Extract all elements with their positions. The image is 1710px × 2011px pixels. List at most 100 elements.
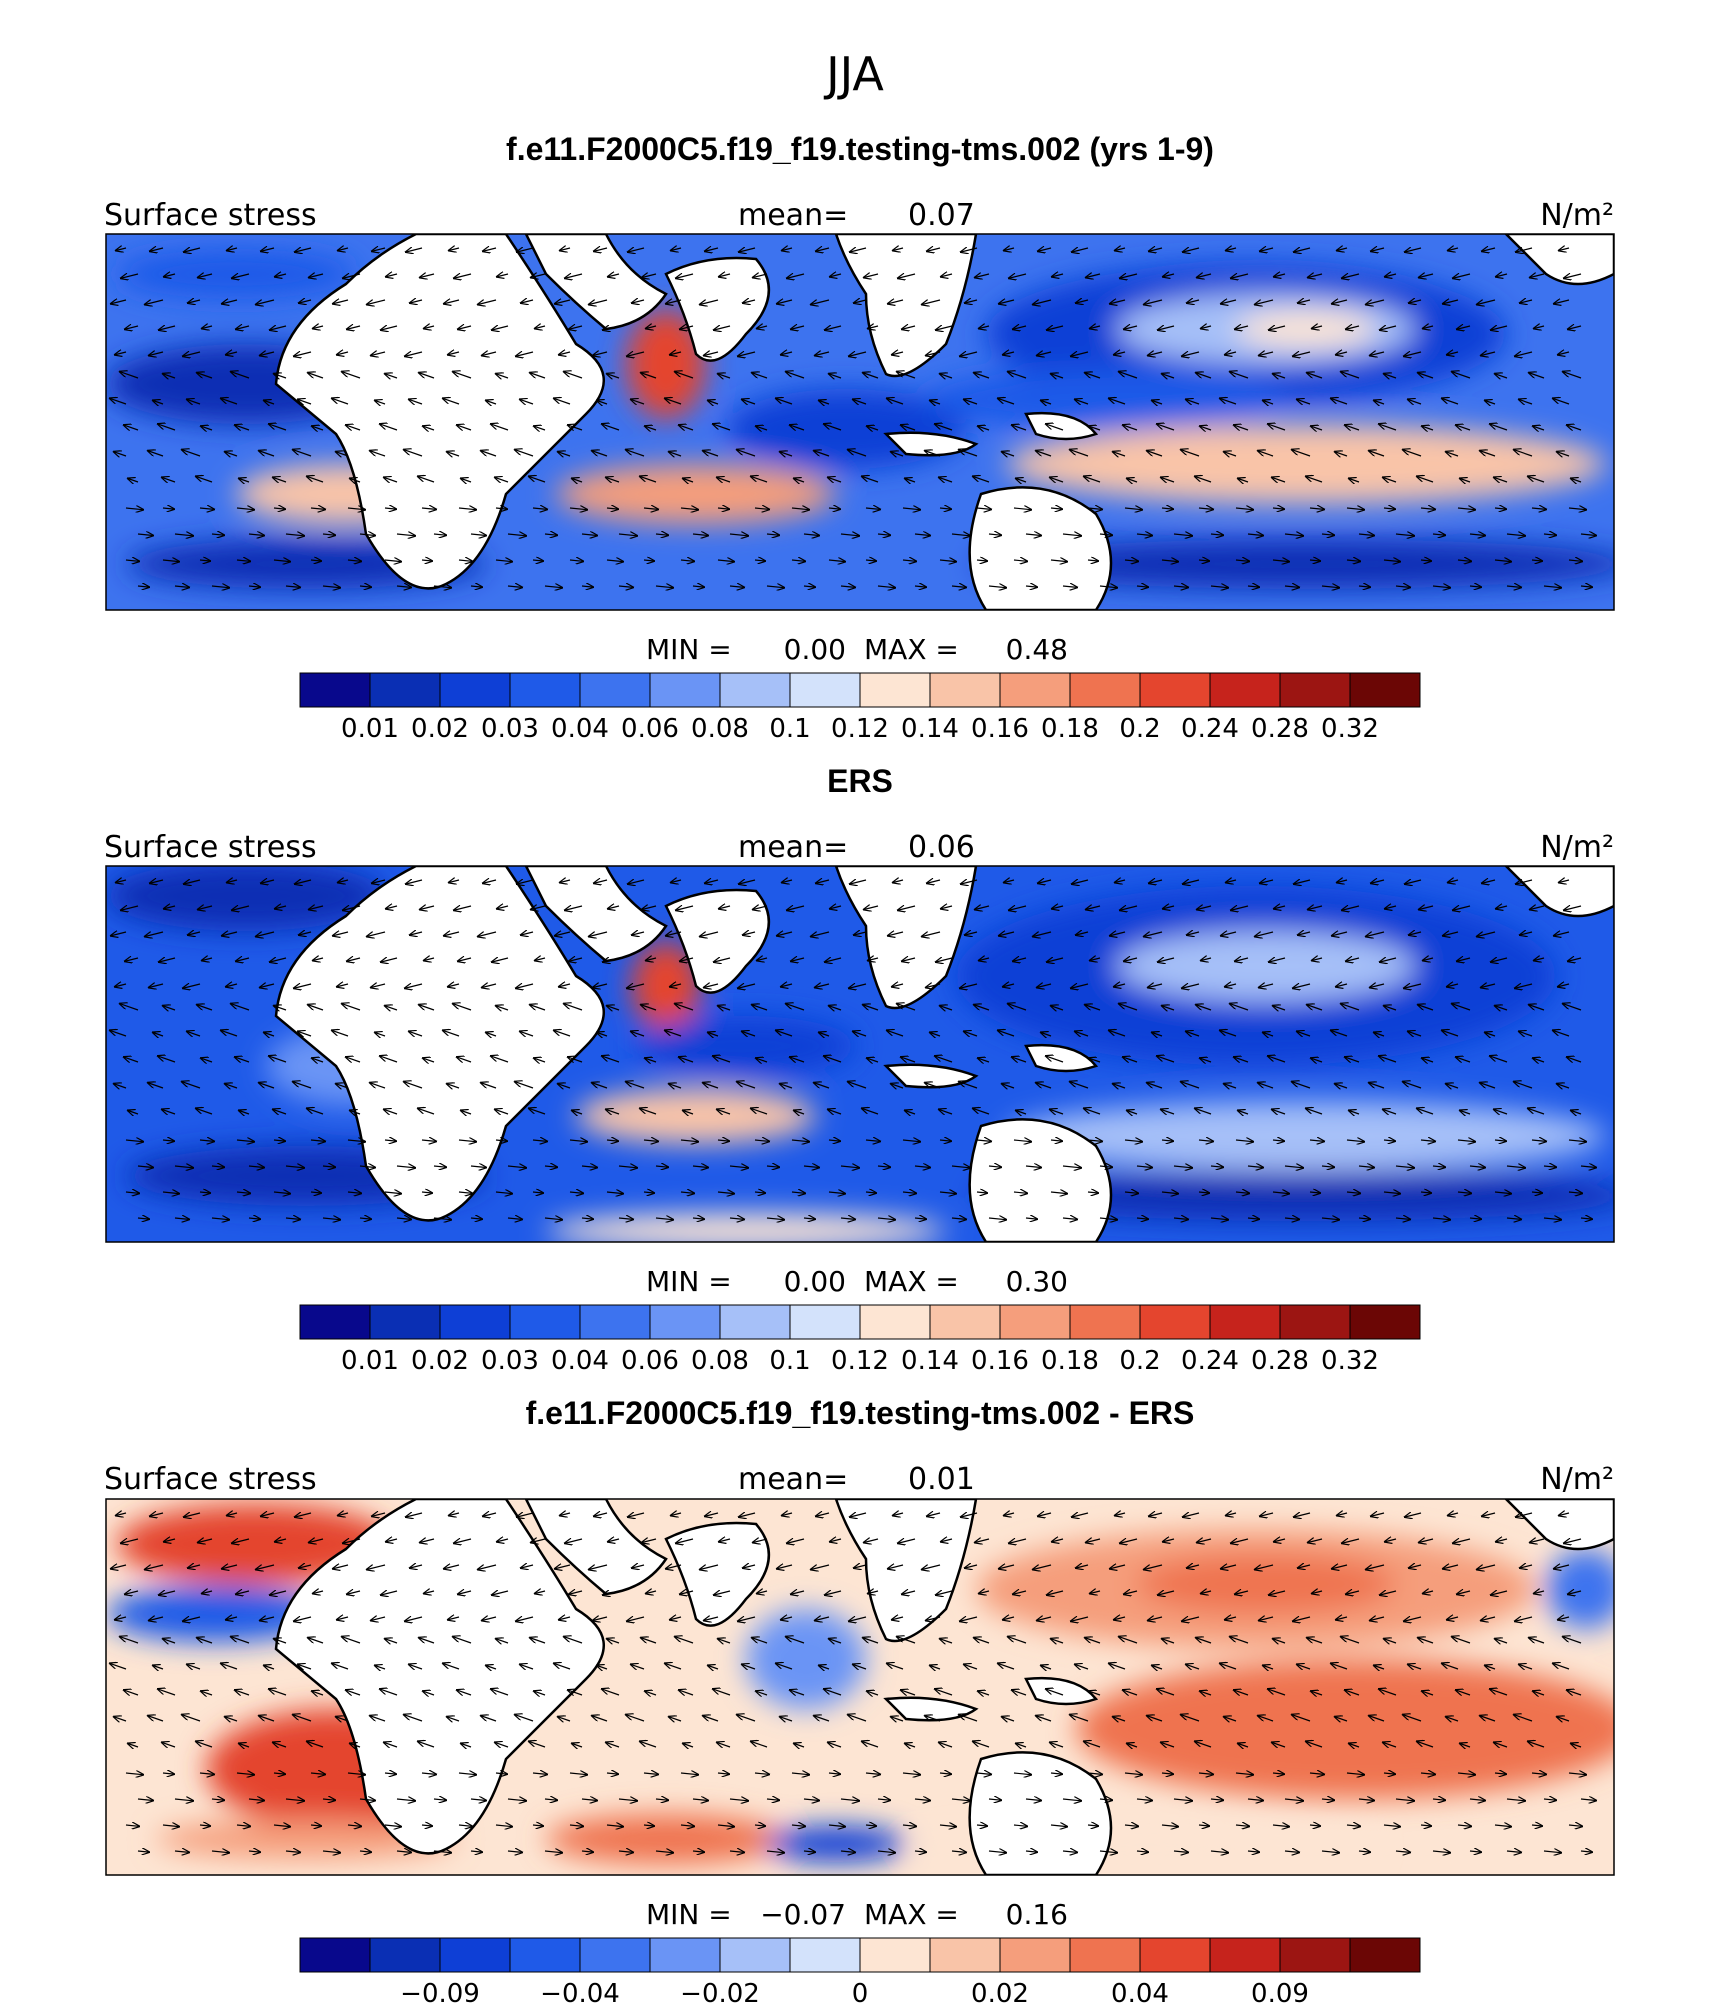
- field-label: Surface stress: [104, 198, 317, 233]
- colorbar-swatch: [509, 672, 581, 708]
- colorbar-tick-label: 0.08: [691, 714, 749, 744]
- colorbar-tick-label: 0.04: [551, 1346, 609, 1376]
- mean-value: 0.06: [908, 830, 975, 865]
- colorbar-tick-label: 0.08: [691, 1346, 749, 1376]
- colorbar-swatch: [719, 1304, 791, 1340]
- map-frame: [105, 1498, 1615, 1876]
- colorbar-swatch: [1279, 672, 1351, 708]
- min-value: 0.00: [784, 633, 846, 666]
- units-label: N/m²: [1540, 830, 1614, 865]
- colorbar-swatch: [1209, 1304, 1281, 1340]
- colorbar-tick-label: 0.04: [551, 714, 609, 744]
- panel-title: f.e11.F2000C5.f19_f19.testing-tms.002 (y…: [506, 131, 1214, 167]
- field-label: Surface stress: [104, 830, 317, 865]
- colorbar-swatch: [719, 672, 791, 708]
- colorbar-tick-label: 0.02: [411, 1346, 469, 1376]
- panel-title: ERS: [827, 763, 893, 799]
- max-label: MAX =: [864, 1265, 959, 1298]
- colorbar-tick-label: 0.03: [481, 1346, 539, 1376]
- map-frame: [105, 865, 1615, 1243]
- colorbar-swatch: [789, 672, 861, 708]
- colorbar-swatch: [999, 1937, 1071, 1973]
- colorbar-tick-label: 0.02: [971, 1979, 1029, 2009]
- colorbar-tick-label: 0.16: [971, 1346, 1029, 1376]
- colorbar-tick-label: −0.02: [680, 1979, 760, 2009]
- colorbar-swatch: [1349, 672, 1421, 708]
- vector-arrows: [110, 248, 1596, 588]
- colorbar-swatch: [369, 1937, 441, 1973]
- mean-label: mean=: [738, 1462, 848, 1497]
- colorbar-swatch: [299, 672, 371, 708]
- colorbar-swatch: [1069, 672, 1141, 708]
- max-value: 0.30: [1006, 1265, 1068, 1298]
- colorbar-swatch: [1279, 1304, 1351, 1340]
- colorbar-tick-label: 0.06: [621, 1346, 679, 1376]
- colorbar-swatch: [1209, 672, 1281, 708]
- colorbar-swatch: [649, 1937, 721, 1973]
- colorbar-swatch: [999, 1304, 1071, 1340]
- colorbar-tick-label: 0.06: [621, 714, 679, 744]
- colorbar-swatch: [579, 1304, 651, 1340]
- mean-value: 0.07: [908, 198, 975, 233]
- units-label: N/m²: [1540, 1462, 1614, 1497]
- min-label: MIN =: [646, 1265, 732, 1298]
- colorbar-swatch: [369, 1304, 441, 1340]
- colorbar-swatch: [439, 1937, 511, 1973]
- colorbar-tick-label: 0.03: [481, 714, 539, 744]
- colorbar: −0.09 −0.04 −0.02 0 0.02 0.04 0.09: [299, 1937, 1421, 2009]
- colorbar-swatch: [929, 672, 1001, 708]
- colorbar-swatch: [1139, 1304, 1211, 1340]
- panel-1: f.e11.F2000C5.f19_f19.testing-tms.002 (y…: [104, 131, 1615, 744]
- colorbar-swatch: [1069, 1937, 1141, 1973]
- colorbar-swatch: [1139, 1937, 1211, 1973]
- panel-3: f.e11.F2000C5.f19_f19.testing-tms.002 - …: [104, 1395, 1615, 2009]
- map-frame: [105, 233, 1615, 611]
- colorbar-tick-label: 0.12: [831, 1346, 889, 1376]
- colorbar-swatch: [859, 1304, 931, 1340]
- colorbar: 0.01 0.02 0.03 0.04 0.06 0.08 0.1 0.12 0.14 0.16 0…: [299, 1304, 1421, 1376]
- map-area: [106, 234, 1614, 610]
- units-label: N/m²: [1540, 198, 1614, 233]
- colorbar-swatch: [859, 672, 931, 708]
- colorbar-tick-label: 0.1: [769, 714, 810, 744]
- season-title: JJA: [823, 47, 884, 101]
- min-label: MIN =: [646, 1898, 732, 1931]
- colorbar-tick-label: 0.04: [1111, 1979, 1169, 2009]
- colorbar-tick-label: 0.09: [1251, 1979, 1309, 2009]
- panel-title: f.e11.F2000C5.f19_f19.testing-tms.002 - …: [526, 1395, 1195, 1431]
- mean-label: mean=: [738, 198, 848, 233]
- colorbar-swatch: [509, 1304, 581, 1340]
- colorbar-swatch: [859, 1937, 931, 1973]
- colorbar-swatch: [299, 1937, 371, 1973]
- colorbar-swatch: [719, 1937, 791, 1973]
- colorbar-tick-label: 0.2: [1119, 714, 1160, 744]
- colorbar-tick-label: 0.1: [769, 1346, 810, 1376]
- colorbar-swatch: [789, 1937, 861, 1973]
- vector-arrows: [110, 1513, 1596, 1853]
- colorbar-swatch: [579, 1937, 651, 1973]
- colorbar-tick-label: 0.24: [1181, 1346, 1239, 1376]
- colorbar-swatch: [1209, 1937, 1281, 1973]
- colorbar-swatch: [369, 672, 441, 708]
- colorbar-tick-label: 0.28: [1251, 714, 1309, 744]
- panel-2: ERS Surface stress mean= 0.06 N/m² MIN = 0.00 M…: [104, 763, 1615, 1376]
- colorbar-tick-label: 0.16: [971, 714, 1029, 744]
- colorbar: 0.01 0.02 0.03 0.04 0.06 0.08 0.1 0.12 0.14 0.16 0…: [299, 672, 1421, 744]
- colorbar-swatch: [299, 1304, 371, 1340]
- vector-arrows: [110, 880, 1596, 1220]
- colorbar-swatch: [1349, 1304, 1421, 1340]
- colorbar-swatch: [649, 672, 721, 708]
- colorbar-swatch: [1069, 1304, 1141, 1340]
- map-area: [106, 1499, 1614, 1875]
- min-label: MIN =: [646, 633, 732, 666]
- colorbar-tick-label: 0.18: [1041, 714, 1099, 744]
- colorbar-tick-label: −0.04: [540, 1979, 620, 2009]
- colorbar-tick-label: 0.02: [411, 714, 469, 744]
- colorbar-swatch: [789, 1304, 861, 1340]
- colorbar-tick-label: 0.24: [1181, 714, 1239, 744]
- max-value: 0.16: [1006, 1898, 1068, 1931]
- mean-value: 0.01: [908, 1462, 975, 1497]
- colorbar-swatch: [929, 1304, 1001, 1340]
- colorbar-tick-label: 0.01: [341, 714, 399, 744]
- max-label: MAX =: [864, 1898, 959, 1931]
